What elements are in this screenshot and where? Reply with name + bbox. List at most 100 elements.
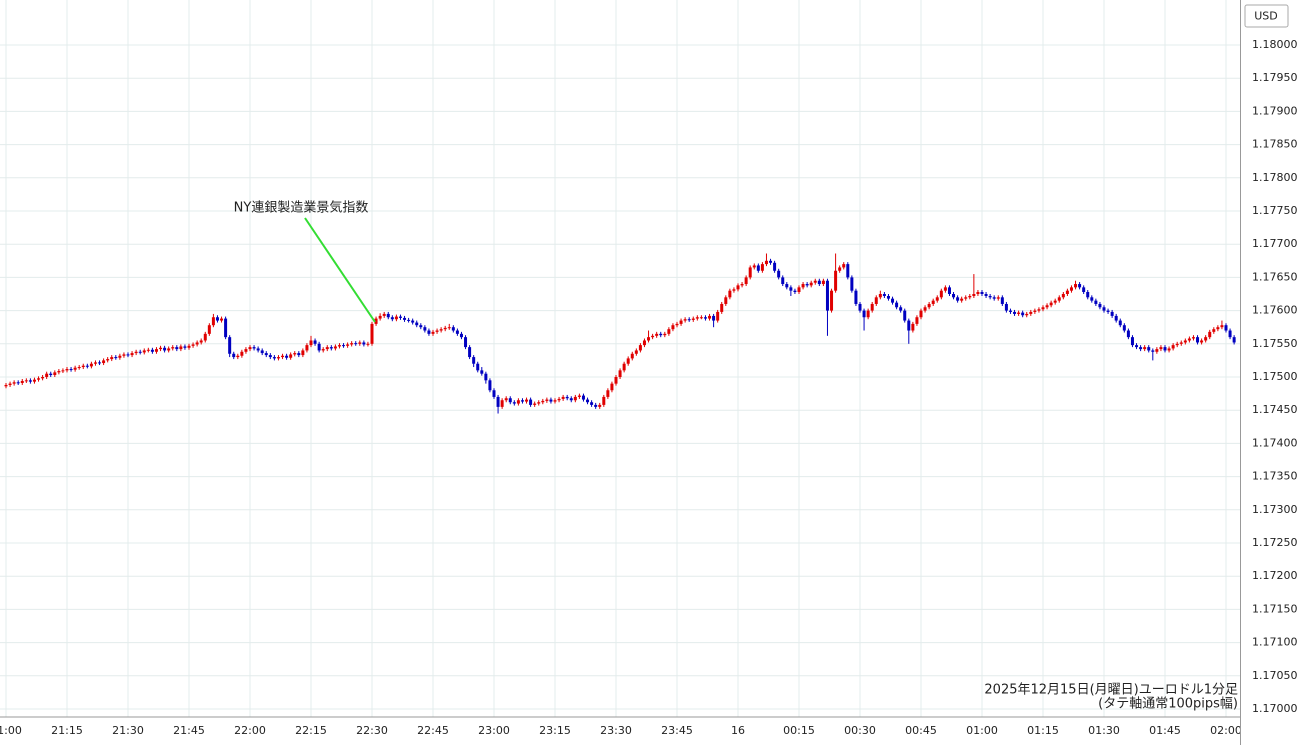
candle-body [691, 318, 695, 320]
candle-body [183, 346, 187, 348]
candle-body [171, 347, 175, 349]
candle-body [203, 333, 207, 341]
y-tick-label: 1.17100 [1252, 636, 1298, 649]
candle-body [565, 396, 569, 399]
candle-body [504, 398, 508, 401]
y-tick-label: 1.17050 [1252, 669, 1298, 682]
candle-body [337, 345, 341, 347]
candle-body [1191, 337, 1195, 339]
candle-body [915, 317, 919, 324]
candle-body [1196, 337, 1200, 343]
candle-body [1224, 325, 1228, 331]
candle-body [199, 340, 203, 343]
candle-body [394, 316, 398, 320]
candle-body [935, 297, 939, 301]
candle-body [65, 369, 69, 371]
candle-body [1065, 290, 1069, 294]
currency-box [1244, 4, 1289, 28]
candle-body [37, 378, 41, 380]
x-tick-label: 00:30 [844, 724, 876, 737]
candle-body [45, 373, 49, 377]
candle-body [1045, 305, 1049, 308]
candle-body [167, 348, 171, 351]
candle-body [858, 303, 862, 311]
candle-body [459, 333, 463, 338]
candle-body [1041, 307, 1045, 310]
candle-body [508, 398, 512, 403]
candle-body [89, 363, 93, 367]
candle-body [138, 351, 142, 353]
candle-body [939, 290, 943, 298]
candle-body [333, 346, 337, 349]
candle-body [419, 325, 423, 328]
candle-body [529, 399, 533, 405]
candle-body [431, 331, 435, 334]
candle-body [899, 307, 903, 311]
candle-body [484, 373, 488, 381]
candle-body [12, 382, 16, 384]
candle-body [1135, 345, 1139, 348]
y-tick-label: 1.17350 [1252, 470, 1298, 483]
candle-body [85, 365, 89, 367]
candle-body [773, 262, 777, 271]
candle-body [350, 343, 354, 345]
candle-body [317, 343, 321, 351]
candle-body [1151, 350, 1155, 352]
candle-body [41, 377, 45, 379]
y-tick-label: 1.17200 [1252, 569, 1298, 582]
candle-body [1008, 310, 1012, 312]
candle-body [1155, 349, 1159, 352]
candle-body [187, 345, 191, 348]
candle-body [622, 363, 626, 371]
candle-body [732, 289, 736, 291]
candle-body [342, 345, 346, 347]
candle-body [240, 351, 244, 356]
y-tick-label: 1.17250 [1252, 536, 1298, 549]
candle-body [423, 327, 427, 331]
candle-body [329, 347, 333, 349]
chart-note: 2025年12月15日(月曜日)ユーロドル1分足 [984, 683, 1238, 698]
candle-body [1110, 311, 1114, 316]
candle-body [443, 327, 447, 330]
candle-body [1061, 294, 1065, 298]
y-tick-label: 1.17450 [1252, 403, 1298, 416]
candle-body [862, 310, 866, 318]
candle-body [752, 265, 756, 268]
candle-body [1139, 347, 1143, 350]
x-tick-label: 02:00 [1210, 724, 1242, 737]
candle-body [716, 311, 720, 321]
candle-body [675, 323, 679, 326]
x-tick-label: 22:00 [234, 724, 266, 737]
candle-body [496, 396, 500, 407]
candle-body [195, 342, 199, 345]
x-tick-label: 21:30 [112, 724, 144, 737]
candle-body [1049, 302, 1053, 306]
candle-body [1200, 340, 1204, 343]
candle-body [968, 295, 972, 298]
candle-body [988, 295, 992, 298]
y-tick-label: 1.17500 [1252, 370, 1298, 383]
candle-body [313, 340, 317, 344]
candle-body [16, 382, 20, 384]
candle-body [1220, 325, 1224, 328]
candle-body [659, 333, 663, 336]
candle-body [224, 318, 228, 338]
candles [4, 253, 1236, 414]
candle-body [874, 297, 878, 304]
candle-body [728, 290, 732, 298]
candle-body [154, 349, 158, 352]
y-tick-label: 1.17150 [1252, 602, 1298, 615]
y-tick-label: 1.17600 [1252, 304, 1298, 317]
candle-body [703, 317, 707, 319]
candle-body [134, 351, 138, 354]
candle-body [374, 318, 378, 324]
candle-body [1143, 347, 1147, 350]
candle-body [1017, 312, 1021, 314]
candle-body [215, 317, 219, 321]
candle-body [150, 349, 154, 352]
candle-body [1212, 329, 1216, 332]
candle-body [1163, 347, 1167, 351]
candle-body [159, 347, 163, 350]
